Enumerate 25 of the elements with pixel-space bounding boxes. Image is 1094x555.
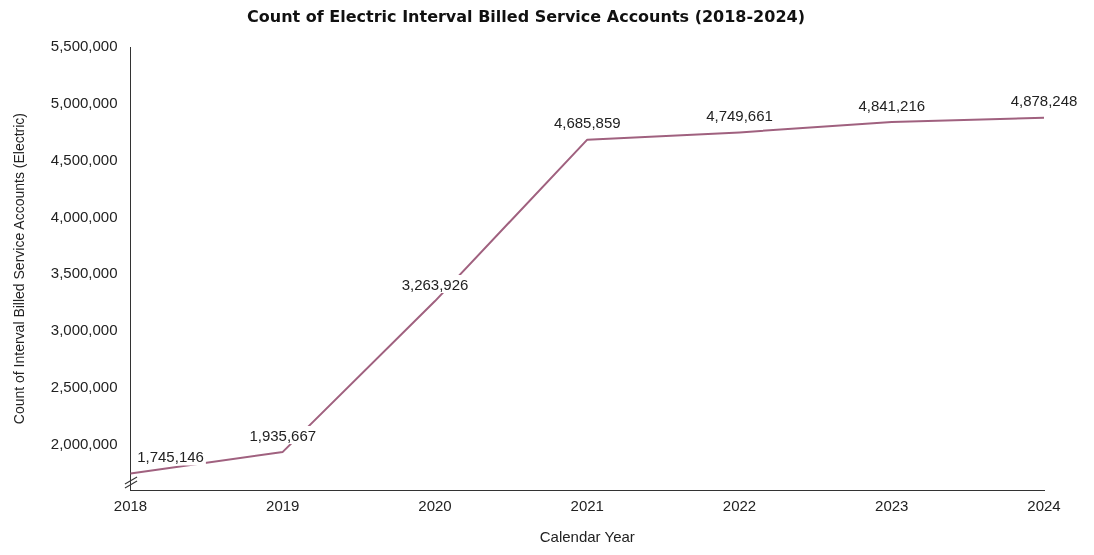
data-label: 1,935,667	[249, 426, 317, 444]
data-label: 3,263,926	[401, 275, 469, 293]
x-tick-label: 2018	[113, 497, 148, 515]
x-tick-label: 2023	[875, 497, 909, 515]
x-tick-label: 2020	[418, 497, 452, 515]
chart-title: Count of Electric Interval Billed Service Accounts (2018-2024)	[247, 6, 805, 26]
data-label: 1,745,146	[137, 448, 204, 466]
y-tick-label: 4,500,000	[50, 150, 118, 168]
data-label: 4,685,859	[553, 114, 621, 132]
y-tick-label: 4,000,000	[50, 207, 118, 225]
x-tick-label: 2021	[570, 497, 604, 515]
y-tick-label: 5,500,000	[50, 37, 118, 55]
y-tick-label: 2,500,000	[50, 377, 118, 395]
y-axis-title: Count of Interval Billed Service Accounts (Electric)	[11, 112, 28, 425]
y-tick-label: 2,000,000	[50, 434, 118, 452]
y-tick-label: 5,000,000	[50, 94, 118, 112]
x-axis-title: Calendar Year	[539, 528, 635, 546]
y-tick-label: 3,000,000	[50, 321, 118, 339]
x-tick-label: 2019	[266, 497, 300, 515]
data-label: 4,749,661	[706, 107, 773, 125]
x-tick-label: 2024	[1027, 497, 1061, 515]
data-label: 4,878,248	[1010, 92, 1078, 110]
x-tick-label: 2022	[722, 497, 757, 515]
y-tick-label: 3,500,000	[50, 264, 118, 282]
data-label: 4,841,216	[858, 96, 926, 114]
